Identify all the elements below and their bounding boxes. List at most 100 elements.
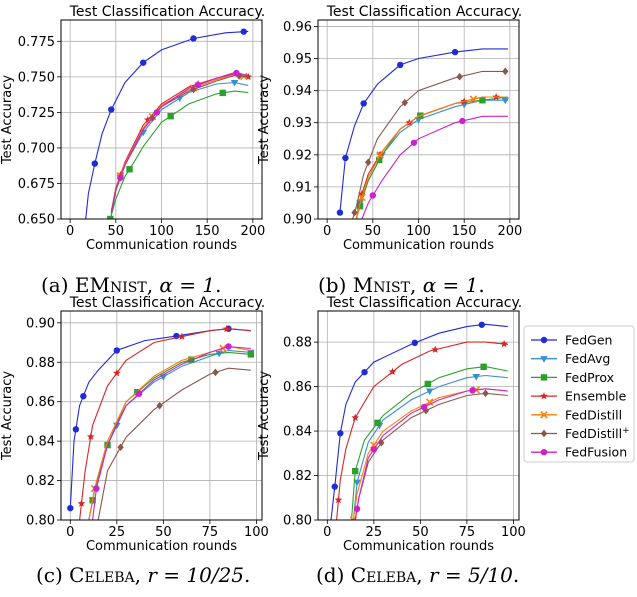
series-marker-feddistill-plus-2	[401, 98, 408, 107]
series-line-fedfusion	[110, 72, 249, 214]
y-tick-label-2: 0.92	[283, 148, 312, 163]
series-marker-fedprox-0	[107, 215, 114, 219]
series-marker-ensemble-2	[113, 369, 121, 377]
series-marker-ensemble-0	[334, 495, 343, 504]
legend-label: Ensemble	[565, 389, 627, 404]
series-marker-fedgen-1	[108, 106, 115, 113]
series-marker-fedavg-3	[230, 79, 239, 87]
series-marker-fedprox-1	[374, 419, 381, 427]
y-tick-label-0: 0.90	[283, 213, 312, 228]
x-axis-label: Communication rounds	[86, 238, 237, 253]
series-line-feddistill-plus	[97, 367, 251, 520]
y-axis-label: Test Accuracy	[257, 75, 272, 165]
series-marker-fedgen-0	[67, 504, 74, 512]
legend-label: FedGen	[565, 333, 612, 348]
series-marker-feddistill-plus-1	[365, 158, 372, 167]
legend-item-ensemble: Ensemble	[531, 389, 627, 404]
series-marker-ensemble-2	[388, 367, 397, 376]
legend-marker	[540, 336, 548, 344]
series-marker-fedfusion-1	[135, 390, 143, 397]
series-marker-fedgen-4	[451, 48, 459, 56]
series-marker-fedprox-4	[247, 351, 255, 358]
y-tick-label-1: 0.82	[26, 474, 55, 489]
series-marker-fedfusion-1	[370, 446, 378, 453]
series-marker-fedgen-4	[240, 28, 247, 35]
series-marker-feddistill-2	[425, 398, 434, 406]
series-marker-fedgen-2	[361, 368, 368, 376]
series-marker-fedfusion-1	[153, 109, 161, 116]
series-line-fedgen	[85, 30, 249, 219]
series-marker-fedgen-2	[140, 59, 147, 66]
series-marker-fedgen-3	[397, 61, 404, 69]
chart-title: Test Classification Accuracy.	[326, 295, 522, 311]
chart-title: Test Classification Accuracy.	[69, 4, 265, 20]
series-marker-ensemble-1	[86, 432, 95, 440]
series-marker-feddistill-plus-3	[456, 72, 463, 81]
y-tick-label-3: 0.725	[18, 106, 55, 121]
series-marker-feddistill-0	[358, 193, 366, 202]
y-tick-label-1: 0.82	[283, 469, 312, 484]
series-marker-fedprox-2	[424, 380, 432, 388]
series-marker-fedgen-0	[331, 483, 338, 490]
legend-item-feddistill-plus: FedDistill+	[531, 426, 630, 441]
legend-marker	[540, 374, 548, 381]
y-axis-label: Test Accuracy	[0, 371, 15, 461]
series-marker-fedgen-0	[91, 160, 99, 167]
x-tick-label-1: 50	[108, 224, 125, 239]
legend-label: FedFusion	[565, 445, 627, 460]
series-line-fedgen	[339, 48, 508, 213]
chart-panel-b: 0 50 100 150 200 0.90 0.91 0.92 0.93 0.94 0.95 0.96…	[257, 4, 522, 253]
chart-panel-c: 0 25 50 75 100 0.80 0.82 0.84 0.86 0.88 0.90 Test C…	[0, 295, 269, 554]
y-tick-label-4: 0.88	[283, 336, 312, 351]
y-tick-label-5: 0.90	[26, 316, 55, 331]
series-marker-fedgen-1	[342, 154, 349, 162]
series-marker-fedprox-2	[167, 112, 174, 120]
series-marker-fedfusion-0	[117, 174, 124, 181]
x-tick-label-3: 150	[195, 224, 220, 239]
series-marker-feddistill-plus-3	[482, 389, 489, 398]
series-marker-fedfusion-2	[225, 343, 232, 350]
x-tick-label-1: 25	[109, 525, 126, 540]
series-marker-fedfusion-0	[353, 505, 361, 513]
series-marker-ensemble-4	[500, 339, 508, 348]
legend-marker	[540, 392, 548, 400]
series-marker-fedavg-2	[425, 388, 434, 396]
y-tick-label-6: 0.96	[283, 20, 312, 35]
series-marker-fedgen-2	[360, 100, 367, 107]
series-marker-ensemble-1	[351, 413, 360, 421]
series-line-fedfusion	[92, 345, 251, 520]
series-marker-fedfusion-3	[233, 69, 240, 77]
series-marker-fedgen-3	[411, 339, 418, 347]
series-line-fedfusion	[361, 115, 508, 219]
y-tick-label-1: 0.675	[18, 177, 55, 192]
plot-area	[336, 48, 510, 219]
caption-d: (d) CELEBA, r = 5/10.	[316, 563, 520, 587]
y-tick-label-4: 0.88	[26, 356, 55, 371]
series-line-fedavg	[352, 374, 508, 520]
series-marker-feddistill-plus-0	[351, 208, 358, 217]
plot-area	[67, 324, 255, 520]
y-tick-label-4: 0.750	[18, 70, 55, 85]
series-marker-fedfusion-2	[420, 403, 428, 411]
legend: FedGen FedAvg FedProx Ensemble FedDistill Fed…	[523, 325, 635, 463]
series-marker-fedgen-1	[72, 426, 80, 433]
chart-title: Test Classification Accuracy.	[326, 4, 522, 20]
series-marker-feddistill-plus-4	[502, 67, 509, 76]
y-axis-label: Test Accuracy	[257, 371, 272, 461]
x-tick-label-4: 200	[240, 224, 265, 239]
x-axis-label: Communication rounds	[343, 238, 494, 253]
series-marker-fedfusion-0	[93, 485, 100, 492]
y-tick-label-2: 0.84	[283, 425, 312, 440]
legend-item-feddistill: FedDistill	[531, 407, 622, 422]
series-line-ensemble	[79, 328, 251, 520]
legend-item-fedfusion: FedFusion	[531, 445, 627, 460]
series-marker-feddistill-plus-1	[156, 401, 163, 410]
caption-b: (b) MNIST, α = 1.	[318, 273, 485, 297]
series-marker-fedfusion-3	[469, 387, 476, 394]
series-marker-fedgen-4	[478, 321, 485, 328]
x-tick-label-0: 0	[66, 224, 74, 239]
legend-marker	[540, 429, 548, 438]
series-line-fedprox	[350, 366, 508, 520]
series-line-fedavg	[88, 349, 251, 520]
x-axis-label: Communication rounds	[343, 539, 494, 554]
